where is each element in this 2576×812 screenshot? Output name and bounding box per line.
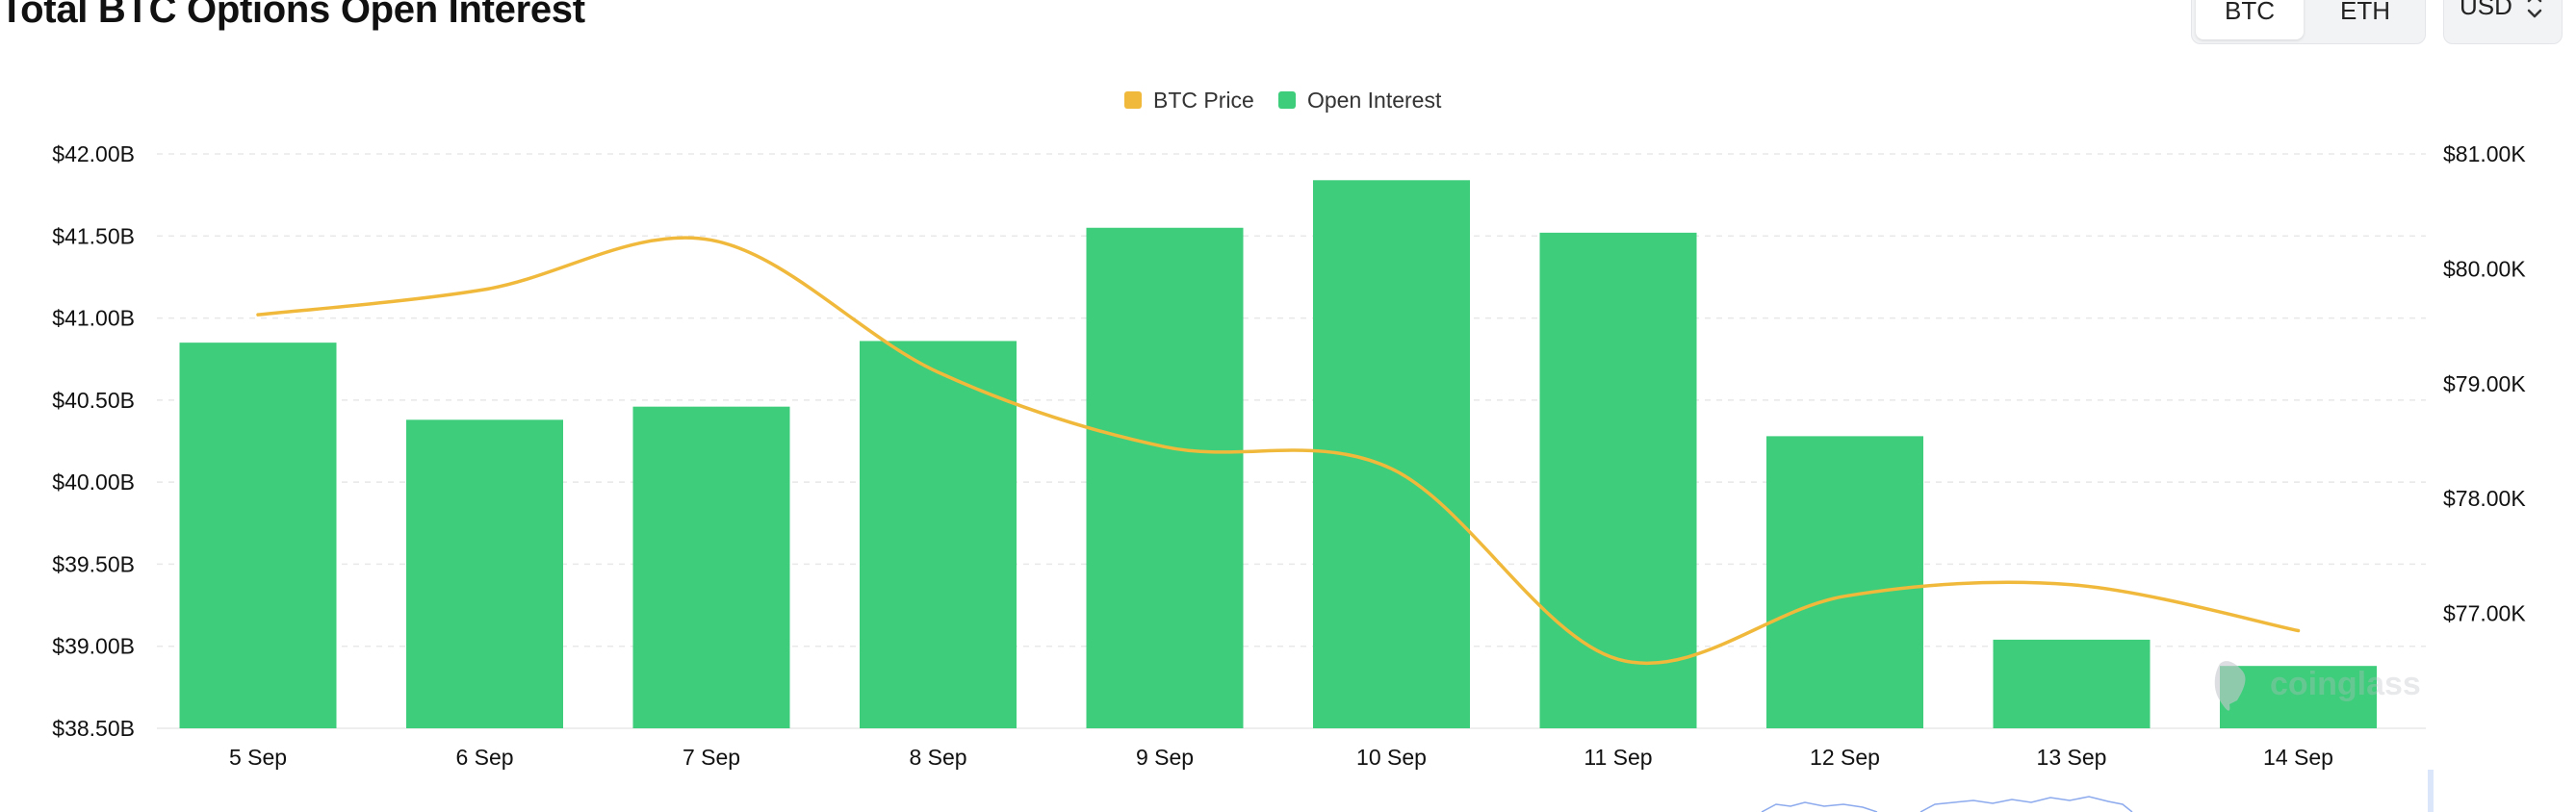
x-tick-label: 13 Sep bbox=[2037, 745, 2107, 770]
legend-item-btc-price[interactable]: BTC Price bbox=[1124, 88, 1254, 113]
open-interest-bar[interactable] bbox=[406, 419, 563, 728]
y-left-tick-label: $41.00B bbox=[52, 306, 135, 331]
currency-select[interactable]: USD bbox=[2443, 0, 2563, 44]
legend-swatch-open-interest bbox=[1278, 91, 1296, 109]
y-left-tick-label: $40.00B bbox=[52, 469, 135, 495]
x-tick-label: 9 Sep bbox=[1136, 745, 1194, 770]
btc-price-line[interactable] bbox=[256, 236, 2301, 666]
open-interest-bar[interactable] bbox=[632, 406, 790, 728]
chart-legend: BTC Price Open Interest bbox=[1124, 88, 1442, 113]
x-tick-label: 5 Sep bbox=[229, 745, 287, 770]
asset-toggle-btc[interactable]: BTC bbox=[2196, 0, 2304, 39]
y-axis-left: $42.00B $41.50B $41.00B $40.50B $40.00B $39.5… bbox=[52, 141, 135, 741]
x-axis: 5 Sep 6 Sep 7 Sep 8 Sep 9 Sep 10 Sep 11 Sep 12 … bbox=[229, 745, 2333, 770]
btc-price-line-group bbox=[256, 236, 2301, 666]
currency-select-value: USD bbox=[2460, 0, 2512, 20]
legend-label-btc-price: BTC Price bbox=[1153, 88, 1254, 113]
range-navigator-preview bbox=[1761, 796, 2133, 812]
x-tick-label: 8 Sep bbox=[909, 745, 966, 770]
x-tick-label: 11 Sep bbox=[1584, 745, 1652, 770]
y-right-tick-label: $78.00K bbox=[2443, 486, 2526, 511]
y-left-tick-label: $39.50B bbox=[52, 551, 135, 576]
y-left-tick-label: $38.50B bbox=[52, 716, 135, 741]
y-left-tick-label: $41.50B bbox=[52, 223, 135, 248]
scroll-indicator bbox=[2428, 770, 2434, 812]
open-interest-bar[interactable] bbox=[179, 343, 337, 728]
y-left-tick-label: $39.00B bbox=[52, 634, 135, 659]
legend-swatch-btc-price bbox=[1124, 91, 1142, 109]
legend-item-open-interest[interactable]: Open Interest bbox=[1278, 88, 1442, 113]
x-tick-label: 14 Sep bbox=[2263, 745, 2333, 770]
y-right-tick-label: $80.00K bbox=[2443, 256, 2526, 281]
open-interest-bar[interactable] bbox=[1086, 227, 1244, 728]
open-interest-bar[interactable] bbox=[1539, 232, 1697, 729]
open-interest-bar[interactable] bbox=[1766, 436, 1923, 728]
y-right-tick-label: $79.00K bbox=[2443, 371, 2526, 396]
open-interest-bar[interactable] bbox=[860, 341, 1017, 728]
y-right-tick-label: $81.00K bbox=[2443, 141, 2526, 166]
x-tick-label: 6 Sep bbox=[455, 745, 513, 770]
legend-label-open-interest: Open Interest bbox=[1307, 88, 1442, 113]
open-interest-bar[interactable] bbox=[2220, 666, 2377, 728]
open-interest-bar[interactable] bbox=[1993, 639, 2151, 728]
open-interest-bars bbox=[179, 180, 2377, 729]
x-tick-label: 10 Sep bbox=[1356, 745, 1427, 770]
page-title: Total BTC Options Open Interest bbox=[0, 0, 585, 31]
asset-toggle: BTC ETH bbox=[2191, 0, 2426, 44]
y-left-tick-label: $42.00B bbox=[52, 141, 135, 166]
x-tick-label: 7 Sep bbox=[683, 745, 740, 770]
watermark: coinglass bbox=[2214, 661, 2421, 711]
y-left-tick-label: $40.50B bbox=[52, 388, 135, 413]
chevron-up-down-icon bbox=[2527, 0, 2542, 18]
y-right-tick-label: $77.00K bbox=[2443, 601, 2526, 626]
x-tick-label: 12 Sep bbox=[1810, 745, 1880, 770]
coinglass-logo-icon bbox=[2214, 661, 2246, 711]
asset-toggle-eth[interactable]: ETH bbox=[2340, 0, 2390, 25]
y-axis-right: $81.00K $80.00K $79.00K $78.00K $77.00K bbox=[2443, 141, 2526, 626]
watermark-text: coinglass bbox=[2270, 666, 2421, 702]
